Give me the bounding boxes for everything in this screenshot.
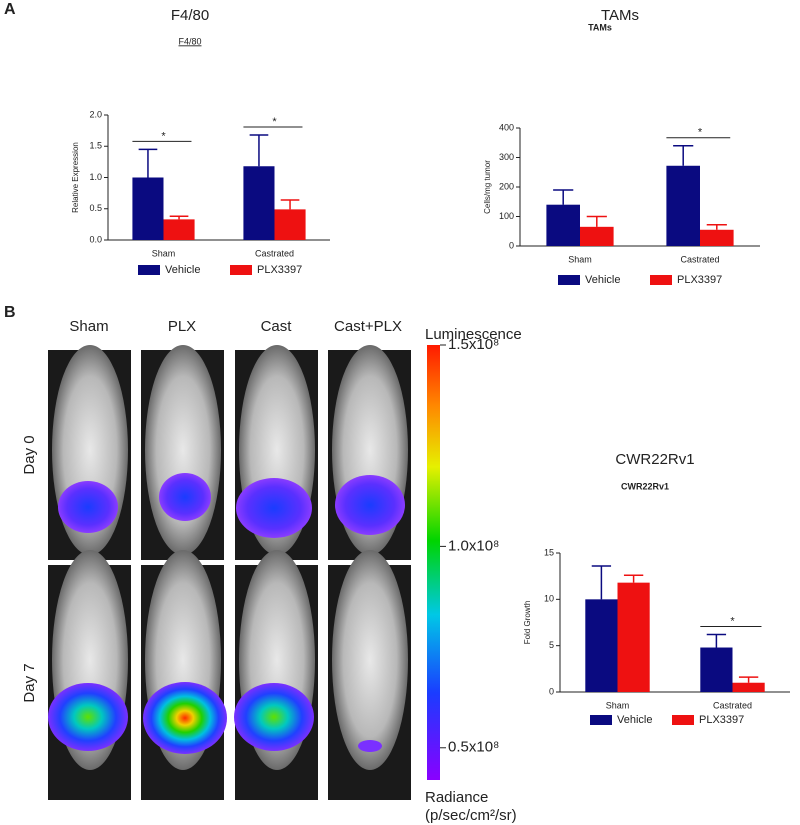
x-tick-label: Sham — [568, 254, 592, 264]
significance-label: * — [730, 615, 735, 627]
x-tick-label: Sham — [606, 700, 630, 710]
mouse-image — [328, 550, 411, 800]
legend-label: Vehicle — [617, 714, 652, 726]
legend-label: Vehicle — [165, 264, 200, 276]
mouse-image — [48, 550, 131, 800]
legend-label: Vehicle — [585, 274, 620, 286]
mouse-image — [141, 345, 224, 560]
error-bar — [249, 134, 269, 167]
bar — [700, 647, 733, 692]
chart-title: CWR22Rv1 — [615, 451, 694, 468]
y-tick-label: 1.5 — [89, 141, 102, 151]
legend-swatch — [590, 715, 612, 725]
bar — [666, 165, 700, 246]
y-tick-label: 0 — [549, 686, 554, 696]
mouse-image — [328, 345, 411, 560]
colorbar-caption: Radiance — [425, 789, 488, 806]
legend-label: PLX3397 — [677, 274, 722, 286]
y-tick-label: 300 — [499, 152, 514, 162]
y-tick-label: 400 — [499, 122, 514, 132]
bar — [700, 229, 734, 246]
y-tick-label: 0 — [509, 240, 514, 250]
significance-label: * — [272, 116, 277, 128]
y-tick-label: 1.0 — [89, 172, 102, 182]
colorbar-caption: (p/sec/cm²/sr) — [425, 807, 517, 824]
y-axis-label: Cells/mg tumor — [483, 160, 492, 214]
row-label: Day 0 — [21, 435, 38, 474]
mouse-image — [141, 550, 227, 800]
bar — [580, 226, 614, 246]
legend-swatch — [650, 275, 672, 285]
bar — [585, 599, 618, 692]
y-axis-label: Relative Expression — [71, 142, 80, 213]
error-bar — [706, 633, 727, 648]
colorbar-tick-label: 0.5x10⁸ — [448, 739, 499, 756]
significance-label: * — [698, 127, 703, 139]
legend-swatch — [558, 275, 580, 285]
x-tick-label: Sham — [152, 248, 176, 258]
y-tick-label: 0.5 — [89, 203, 102, 213]
mouse-image — [234, 550, 318, 800]
x-tick-label: Castrated — [255, 248, 294, 258]
significance-label: * — [161, 130, 166, 142]
y-tick-label: 10 — [544, 594, 554, 604]
column-label: Cast — [261, 318, 293, 335]
bar — [132, 177, 164, 240]
error-bar — [738, 676, 759, 683]
error-bar — [673, 144, 694, 166]
legend-label: PLX3397 — [257, 264, 302, 276]
error-bar — [591, 565, 612, 600]
column-label: Cast+PLX — [334, 318, 402, 335]
bar — [732, 682, 765, 692]
legend-swatch — [672, 715, 694, 725]
legend-swatch — [230, 265, 252, 275]
bar — [546, 204, 580, 246]
row-label: Day 7 — [21, 663, 38, 702]
bar — [243, 166, 275, 240]
y-tick-label: 15 — [544, 547, 554, 557]
legend-swatch — [138, 265, 160, 275]
colorbar-title: Luminescence — [425, 326, 522, 343]
panel-label: B — [4, 304, 16, 321]
error-bar — [169, 215, 189, 220]
chart-subtitle: F4/80 — [178, 36, 201, 46]
mouse-image — [48, 345, 131, 560]
column-label: Sham — [69, 318, 108, 335]
column-label: PLX — [168, 318, 196, 335]
mouse-images — [48, 345, 411, 800]
colorbar — [427, 345, 440, 780]
y-tick-label: 2.0 — [89, 109, 102, 119]
legend-label: PLX3397 — [699, 714, 744, 726]
bar — [274, 209, 306, 240]
x-tick-label: Castrated — [680, 254, 719, 264]
bar — [163, 219, 195, 240]
error-bar — [706, 224, 727, 230]
colorbar-tick-label: 1.0x10⁸ — [448, 537, 499, 554]
panel-label: A — [4, 1, 16, 18]
error-bar — [586, 215, 607, 227]
y-tick-label: 100 — [499, 211, 514, 221]
chart-title: F4/80 — [171, 7, 209, 24]
error-bar — [280, 199, 300, 210]
colorbar-tick-label: 1.5x10⁸ — [448, 336, 499, 353]
y-tick-label: 0.0 — [89, 234, 102, 244]
y-axis-label: Fold Growth — [523, 601, 532, 645]
bar — [617, 582, 650, 692]
error-bar — [138, 148, 158, 178]
y-tick-label: 5 — [549, 640, 554, 650]
error-bar — [553, 189, 574, 205]
chart-subtitle: CWR22Rv1 — [621, 481, 669, 491]
chart-title: TAMs — [601, 7, 639, 24]
error-bar — [623, 574, 644, 583]
mouse-image — [235, 345, 318, 560]
chart-subtitle: TAMs — [588, 22, 612, 32]
y-tick-label: 200 — [499, 181, 514, 191]
x-tick-label: Castrated — [713, 700, 752, 710]
